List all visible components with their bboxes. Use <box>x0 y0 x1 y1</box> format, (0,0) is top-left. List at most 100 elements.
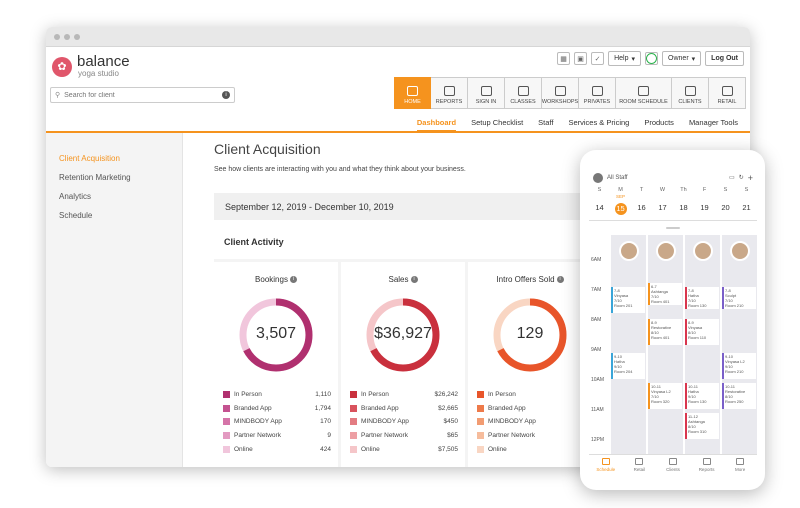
class-event[interactable]: 7-8 Hatha 7/10 Room 130 <box>685 287 719 309</box>
week-day[interactable]: F 19 <box>694 187 715 220</box>
sidebar-item-retention-marketing[interactable]: Retention Marketing <box>59 173 131 182</box>
event-text: 9/10 <box>725 364 733 369</box>
week-day[interactable]: T 16 <box>631 187 652 220</box>
subnav-services-pricing[interactable]: Services & Pricing <box>568 117 630 127</box>
event-text: 10-11 <box>725 384 735 389</box>
sidebar-item-analytics[interactable]: Analytics <box>59 192 92 201</box>
week-day[interactable]: M SEP 15 <box>610 187 631 220</box>
event-text: Vinyasa L2 <box>651 389 671 394</box>
staff-filter[interactable]: All Staff <box>607 174 628 181</box>
card-legend: In Person 4 Branded App 4 MINDBODY App 4… <box>477 388 585 456</box>
nav-tab-workshops[interactable]: WORKSHOPS <box>542 77 579 109</box>
sidebar-item-schedule[interactable]: Schedule <box>59 211 93 220</box>
week-day[interactable]: W 17 <box>652 187 673 220</box>
nav-tab-privates[interactable]: PRIVATES <box>579 77 616 109</box>
subnav-setup-checklist[interactable]: Setup Checklist <box>471 117 524 127</box>
nav-tab-retail[interactable]: RETAIL <box>709 77 746 109</box>
event-text: Room 204 <box>614 369 633 374</box>
legend-value: $2,665 <box>438 404 458 412</box>
class-event[interactable]: 11-12 Ashtanga 8/10 Room 310 <box>685 413 719 439</box>
phone-tab-schedule[interactable]: Schedule <box>589 455 623 474</box>
help-dropdown[interactable]: Help ▾ <box>608 51 642 66</box>
legend-label: Partner Network <box>488 432 535 440</box>
client-search[interactable]: ⚲ i <box>50 87 235 103</box>
search-input[interactable] <box>64 91 218 99</box>
phone-tab-retail[interactable]: Retail <box>623 455 657 474</box>
week-day[interactable]: S 21 <box>736 187 757 220</box>
staff-column <box>647 235 683 455</box>
class-event[interactable]: 9-10 Vinyasa L2 9/10 Room 210 <box>722 353 756 379</box>
week-day[interactable]: Th 18 <box>673 187 694 220</box>
event-text: Room 210 <box>725 369 744 374</box>
class-event[interactable]: 7-8 Vinyasa 7/10 Room 201 <box>611 287 645 313</box>
legend-value: 170 <box>320 418 331 426</box>
person-icon <box>684 86 696 96</box>
event-text: 7-8 <box>725 288 731 293</box>
calendar-icon[interactable]: ▭ <box>729 175 735 181</box>
sidebar-item-client-acquisition[interactable]: Client Acquisition <box>59 154 120 163</box>
phone-tab-more[interactable]: More <box>723 455 757 474</box>
hour-label: 12PM <box>591 437 605 443</box>
info-icon[interactable]: i <box>289 276 297 284</box>
hour-label: 10AM <box>591 377 605 383</box>
nav-tab-sign-in[interactable]: SIGN IN <box>468 77 505 109</box>
week-strip: S 14 M SEP 15 T 16 W 17 Th 18 F 19 S 20 S 21 <box>589 187 757 221</box>
class-event[interactable]: 9-10 Hatha 9/10 Room 204 <box>611 353 645 379</box>
subnav-dashboard[interactable]: Dashboard <box>416 118 457 132</box>
drag-handle[interactable] <box>589 221 757 235</box>
legend-label: Online <box>488 445 507 453</box>
info-icon[interactable]: i <box>556 276 564 284</box>
class-event[interactable]: 7-8 Sculpt 7/10 Room 210 <box>722 287 756 309</box>
add-icon[interactable]: + <box>747 172 753 183</box>
phone-tab-clients[interactable]: Clients <box>656 455 690 474</box>
nav-tab-clients[interactable]: CLIENTS <box>672 77 709 109</box>
nav-tab-classes[interactable]: CLASSES <box>505 77 542 109</box>
avatar[interactable] <box>693 241 713 261</box>
tab-icon <box>635 457 644 465</box>
window-zoom-dot[interactable] <box>74 33 80 40</box>
phone-tab-label: More <box>735 466 746 472</box>
window-minimize-dot[interactable] <box>64 33 70 40</box>
card-title-label: Bookings <box>255 275 288 284</box>
week-day[interactable]: S 14 <box>589 187 610 220</box>
nav-tab-room-schedule[interactable]: ROOM SCHEDULE <box>616 77 672 109</box>
info-icon[interactable]: i <box>410 276 418 284</box>
legend-row: MINDBODY App 170 <box>223 415 331 429</box>
class-event[interactable]: 8-9 Restorative 8/10 Room 401 <box>648 319 682 345</box>
subnav-products[interactable]: Products <box>644 117 674 127</box>
avatar[interactable] <box>656 241 676 261</box>
phone-tab-reports[interactable]: Reports <box>690 455 724 474</box>
logo[interactable]: ✿ balance yoga studio <box>52 54 130 78</box>
donut-arc <box>239 298 313 372</box>
logout-button[interactable]: Log Out <box>705 51 744 66</box>
event-text: Room 310 <box>688 429 707 434</box>
nav-tab-reports[interactable]: REPORTS <box>431 77 468 109</box>
event-text: Room 130 <box>688 303 707 308</box>
info-icon[interactable]: i <box>222 91 230 99</box>
owner-dropdown[interactable]: Owner ▾ <box>662 51 702 66</box>
subnav-staff[interactable]: Staff <box>538 117 554 127</box>
subnav-manager-tools[interactable]: Manager Tools <box>688 117 738 127</box>
class-event[interactable]: 10-11 Vinyasa L2 7/10 Room 320 <box>648 383 682 409</box>
class-event[interactable]: 10-11 Restorative 8/10 Room 250 <box>722 383 756 409</box>
legend-label: In Person <box>234 391 262 399</box>
avatar[interactable] <box>619 241 639 261</box>
sub-nav: Dashboard Setup Checklist Staff Services… <box>46 113 750 133</box>
class-event[interactable]: 6-7 Ashtanga 7/10 Room 401 <box>648 283 682 305</box>
owner-label: Owner <box>668 55 689 62</box>
day-number: 20 <box>721 203 730 212</box>
avatar[interactable] <box>730 241 750 261</box>
calendar-icon[interactable]: ▣ <box>574 52 588 65</box>
schedule-grid: 6AM 7AM 8AM 9AM 10AM 11AM 12PM 6-7 Ashtanga 7/10 R… <box>589 235 757 455</box>
refresh-icon[interactable]: ↻ <box>738 175 744 181</box>
legend-label: Online <box>234 445 253 453</box>
checklist-icon[interactable]: ✓ <box>591 52 605 65</box>
class-event[interactable]: 8-9 Vinyasa 8/10 Room 110 <box>685 319 719 345</box>
clock-button[interactable] <box>645 52 659 65</box>
class-event[interactable]: 10-11 Hatha 9/10 Room 130 <box>685 383 719 409</box>
week-day[interactable]: S 20 <box>715 187 736 220</box>
window-close-dot[interactable] <box>54 33 60 40</box>
nav-tab-label: SIGN IN <box>475 99 497 105</box>
nav-tab-home[interactable]: HOME <box>394 77 431 109</box>
calculator-icon[interactable]: ▦ <box>557 52 571 65</box>
